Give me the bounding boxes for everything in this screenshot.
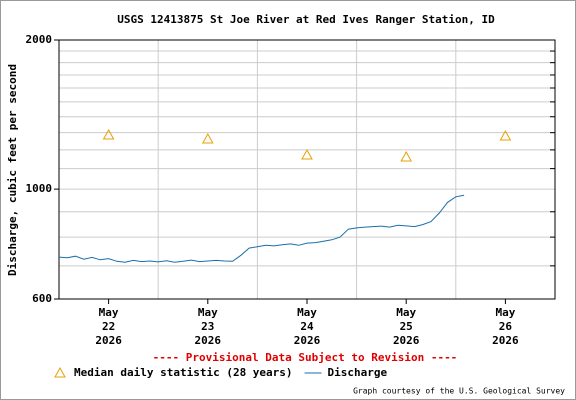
median-marker xyxy=(201,133,214,144)
y-tick-label: 600 xyxy=(32,292,52,305)
median-marker xyxy=(499,129,512,141)
x-tick-label: 2026 xyxy=(294,334,321,347)
legend-label: Median daily statistic (28 years) xyxy=(74,366,293,379)
x-tick-label: 2026 xyxy=(492,334,519,347)
chart-title: USGS 12413875 St Joe River at Red Ives R… xyxy=(117,13,495,26)
x-tick-label: May xyxy=(495,306,515,319)
provisional-notice: ---- Provisional Data Subject to Revisio… xyxy=(153,351,458,364)
x-tick-label: 24 xyxy=(300,320,314,333)
x-tick-label: 22 xyxy=(102,320,115,333)
credit: Graph courtesy of the U.S. Geological Su… xyxy=(353,387,565,396)
legend-marker xyxy=(54,366,66,378)
median-marker xyxy=(102,128,115,140)
x-tick-label: 2026 xyxy=(195,334,222,347)
x-tick-label: 25 xyxy=(400,320,413,333)
y-axis-label: Discharge, cubic feet per second xyxy=(6,64,19,276)
x-tick-label: 2026 xyxy=(393,334,420,347)
x-tick-label: May xyxy=(396,306,416,319)
x-tick-label: 26 xyxy=(499,320,513,333)
x-tick-label: May xyxy=(198,306,218,319)
x-tick-label: May xyxy=(99,306,119,319)
median-marker xyxy=(301,148,313,160)
discharge-line xyxy=(58,194,465,263)
y-tick-label: 1000 xyxy=(26,182,53,195)
x-tick-label: 23 xyxy=(201,320,214,333)
plot-border xyxy=(58,39,556,300)
y-tick-label: 2000 xyxy=(26,33,53,46)
x-tick-label: 2026 xyxy=(95,334,122,347)
x-tick-label: May xyxy=(297,306,317,319)
median-marker xyxy=(400,150,413,162)
legend-label: Discharge xyxy=(328,366,388,379)
